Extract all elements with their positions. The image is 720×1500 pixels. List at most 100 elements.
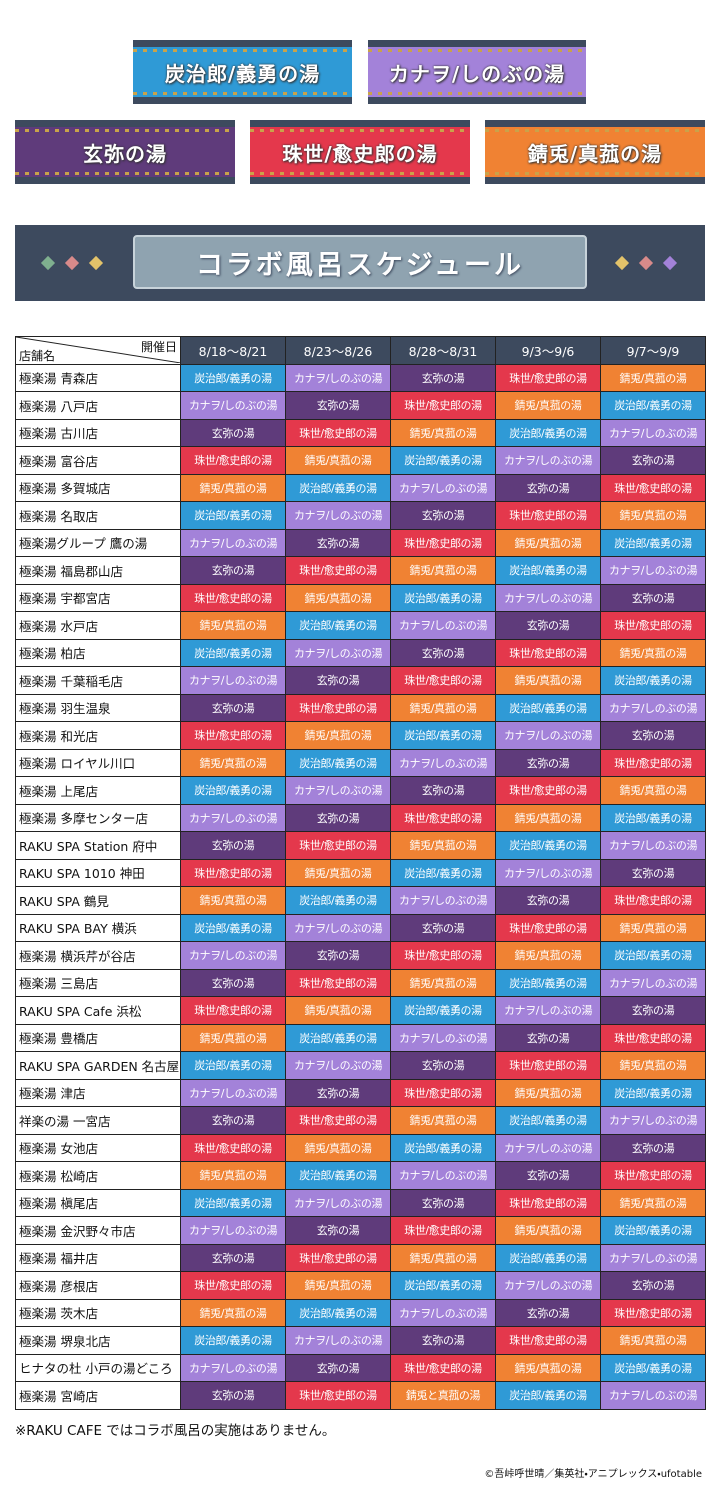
store-name: 極楽湯 金沢野々市店 [15, 1216, 181, 1245]
store-name: RAKU SPA 1010 神田 [15, 858, 181, 887]
store-name: 極楽湯 宇都宮店 [15, 583, 181, 612]
bath-cell: 玄弥の湯 [390, 1326, 496, 1355]
store-row: 極楽湯 福井店 玄弥の湯 珠世/愈史郎の湯 錆兎/真菰の湯 炭治郎/義勇の湯 カナヲ/しの… [15, 1243, 706, 1272]
store-name: 極楽湯 横浜芹が谷店 [15, 941, 181, 970]
bath-cell: 珠世/愈史郎の湯 [285, 968, 391, 997]
bath-cell: 錆兎/真菰の湯 [390, 1106, 496, 1135]
store-row: RAKU SPA 鶴見 錆兎/真菰の湯 炭治郎/義勇の湯 カナヲ/しのぶの湯 玄弥の湯珠… [15, 886, 706, 915]
store-name: 極楽湯 茨木店 [15, 1298, 181, 1327]
bath-cell: 珠世/愈史郎の湯 [495, 776, 601, 805]
bath-banner: 玄弥の湯 [15, 120, 235, 184]
store-row: ヒナタの杜 小戸の湯どころ カナヲ/しのぶの湯 玄弥の湯 珠世/愈史郎の湯 錆兎/真菰の… [15, 1353, 706, 1382]
store-row: RAKU SPA GARDEN 名古屋 炭治郎/義勇の湯 カナヲ/しのぶの湯 玄弥の湯… [15, 1051, 706, 1080]
bath-cell: カナヲ/しのぶの湯 [390, 1023, 496, 1052]
store-row: 極楽湯 青森店 炭治郎/義勇の湯 カナヲ/しのぶの湯 玄弥の湯 珠世/愈史郎の湯 錆兎/真… [15, 363, 706, 392]
bath-cell: 珠世/愈史郎の湯 [600, 1161, 706, 1190]
bath-cell: 珠世/愈史郎の湯 [495, 1326, 601, 1355]
bath-cell: カナヲ/しのぶの湯 [495, 446, 601, 475]
ornament [40, 255, 56, 271]
bath-cell: 珠世/愈史郎の湯 [390, 803, 496, 832]
bath-cell: 錆兎/真菰の湯 [180, 886, 286, 915]
bath-cell: 玄弥の湯 [390, 501, 496, 530]
bath-cell: カナヲ/しのぶの湯 [285, 501, 391, 530]
bath-cell: 錆兎/真菰の湯 [180, 1298, 286, 1327]
bath-cell: カナヲ/しのぶの湯 [600, 693, 706, 722]
bath-cell: 炭治郎/義勇の湯 [600, 1216, 706, 1245]
store-row: 極楽湯 上尾店 炭治郎/義勇の湯 カナヲ/しのぶの湯 玄弥の湯 珠世/愈史郎の湯 錆兎/真… [15, 776, 706, 805]
bath-cell: 炭治郎/義勇の湯 [180, 1326, 286, 1355]
bath-cell: 珠世/愈史郎の湯 [285, 1243, 391, 1272]
bath-cell: 錆兎/真菰の湯 [600, 1326, 706, 1355]
store-row: 極楽湯グループ 鷹の湯 カナヲ/しのぶの湯 玄弥の湯 珠世/愈史郎の湯 錆兎/真菰の湯炭… [15, 528, 706, 557]
store-row: 極楽湯 古川店 玄弥の湯 珠世/愈史郎の湯 錆兎/真菰の湯 炭治郎/義勇の湯 カナヲ/しの… [15, 418, 706, 447]
store-name: 極楽湯 彦根店 [15, 1271, 181, 1300]
bath-cell: 珠世/愈史郎の湯 [180, 858, 286, 887]
bath-cell: 珠世/愈史郎の湯 [495, 501, 601, 530]
bath-cell: 玄弥の湯 [495, 1023, 601, 1052]
bath-cell: 玄弥の湯 [180, 831, 286, 860]
bath-cell: 錆兎/真菰の湯 [495, 391, 601, 420]
store-row: 極楽湯 松崎店 錆兎/真菰の湯 炭治郎/義勇の湯 カナヲ/しのぶの湯 玄弥の湯 珠世/愈史… [15, 1161, 706, 1190]
schedule-title: コラボ風呂スケジュール [133, 235, 587, 289]
bath-cell: 珠世/愈史郎の湯 [390, 528, 496, 557]
bath-cell: 珠世/愈史郎の湯 [180, 583, 286, 612]
bath-cell: 炭治郎/義勇の湯 [180, 1188, 286, 1217]
bath-cell: 珠世/愈史郎の湯 [495, 363, 601, 392]
bath-cell: 錆兎/真菰の湯 [600, 363, 706, 392]
bath-cell: 玄弥の湯 [180, 1381, 286, 1410]
bath-cell: 炭治郎/義勇の湯 [390, 996, 496, 1025]
bath-cell: カナヲ/しのぶの湯 [600, 968, 706, 997]
bath-cell: 錆兎/真菰の湯 [180, 611, 286, 640]
store-row: 極楽湯 羽生温泉 玄弥の湯 珠世/愈史郎の湯 錆兎/真菰の湯 炭治郎/義勇の湯 カナヲ/し… [15, 693, 706, 722]
store-row: 祥楽の湯 一宮店 玄弥の湯 珠世/愈史郎の湯 錆兎/真菰の湯 炭治郎/義勇の湯 カナヲ/し… [15, 1106, 706, 1135]
bath-cell: カナヲ/しのぶの湯 [285, 1051, 391, 1080]
bath-cell: 玄弥の湯 [390, 913, 496, 942]
store-name: RAKU SPA BAY 横浜 [15, 913, 181, 942]
store-name: 極楽湯 柏店 [15, 638, 181, 667]
store-row: RAKU SPA BAY 横浜 炭治郎/義勇の湯 カナヲ/しのぶの湯 玄弥の湯 珠世/愈… [15, 913, 706, 942]
bath-cell: 珠世/愈史郎の湯 [180, 721, 286, 750]
bath-cell: 玄弥の湯 [180, 556, 286, 585]
bath-cell: 錆兎/真菰の湯 [285, 446, 391, 475]
bath-cell: 玄弥の湯 [495, 1298, 601, 1327]
bath-cell: 炭治郎/義勇の湯 [285, 611, 391, 640]
store-name: 極楽湯 福島郡山店 [15, 556, 181, 585]
bath-cell: カナヲ/しのぶの湯 [390, 611, 496, 640]
bath-cell: 炭治郎/義勇の湯 [390, 721, 496, 750]
bath-cell: カナヲ/しのぶの湯 [390, 1161, 496, 1190]
bath-cell: カナヲ/しのぶの湯 [180, 1353, 286, 1382]
bath-cell: 炭治郎/義勇の湯 [600, 941, 706, 970]
bath-cell: 玄弥の湯 [180, 1243, 286, 1272]
bath-cell: 珠世/愈史郎の湯 [180, 1133, 286, 1162]
corner-cell: 開催日 店舗名 [15, 336, 181, 365]
bath-cell: 錆兎と真菰の湯 [390, 1381, 496, 1410]
bath-cell: 炭治郎/義勇の湯 [495, 418, 601, 447]
bath-cell: 炭治郎/義勇の湯 [495, 831, 601, 860]
corner-bottom: 店舗名 [19, 348, 56, 363]
bath-cell: 珠世/愈史郎の湯 [600, 1298, 706, 1327]
bath-cell: 珠世/愈史郎の湯 [600, 611, 706, 640]
store-row: 極楽湯 金沢野々市店 カナヲ/しのぶの湯 玄弥の湯 珠世/愈史郎の湯 錆兎/真菰の湯 炭治… [15, 1216, 706, 1245]
bath-cell: 玄弥の湯 [600, 996, 706, 1025]
bath-cell: 玄弥の湯 [180, 693, 286, 722]
store-name: 極楽湯 三島店 [15, 968, 181, 997]
ornament [638, 255, 654, 271]
bath-cell: 炭治郎/義勇の湯 [285, 473, 391, 502]
bath-cell: カナヲ/しのぶの湯 [495, 996, 601, 1025]
store-name: 極楽湯 上尾店 [15, 776, 181, 805]
bath-cell: 錆兎/真菰の湯 [285, 1271, 391, 1300]
bath-cell: 玄弥の湯 [495, 473, 601, 502]
bath-cell: 炭治郎/義勇の湯 [390, 446, 496, 475]
store-row: 極楽湯 和光店 珠世/愈史郎の湯 錆兎/真菰の湯 炭治郎/義勇の湯 カナヲ/しのぶの湯玄… [15, 721, 706, 750]
store-name: 極楽湯 津店 [15, 1078, 181, 1107]
store-name: 極楽湯 千葉稲毛店 [15, 666, 181, 695]
bath-cell: 玄弥の湯 [495, 886, 601, 915]
bath-cell: 錆兎/真菰の湯 [285, 721, 391, 750]
bath-cell: 炭治郎/義勇の湯 [495, 556, 601, 585]
bath-cell: 錆兎/真菰の湯 [495, 1078, 601, 1107]
bath-cell: 錆兎/真菰の湯 [495, 1353, 601, 1382]
bath-cell: 玄弥の湯 [390, 363, 496, 392]
bath-cell: 炭治郎/義勇の湯 [285, 748, 391, 777]
bath-cell: 玄弥の湯 [285, 1078, 391, 1107]
